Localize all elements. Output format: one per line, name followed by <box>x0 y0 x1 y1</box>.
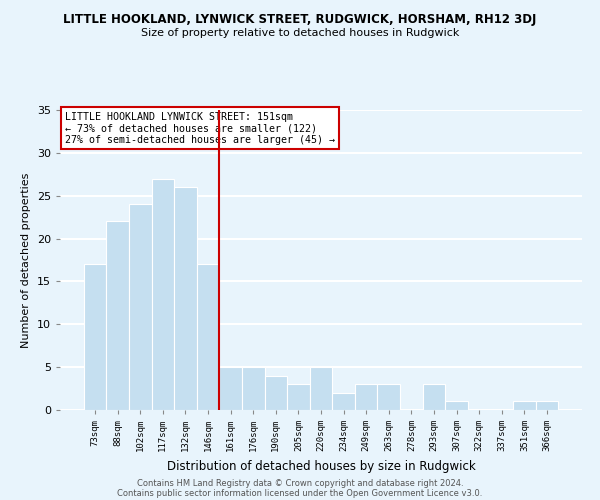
Bar <box>422 384 445 410</box>
Bar <box>84 264 106 410</box>
Bar <box>513 402 536 410</box>
Text: LITTLE HOOKLAND, LYNWICK STREET, RUDGWICK, HORSHAM, RH12 3DJ: LITTLE HOOKLAND, LYNWICK STREET, RUDGWIC… <box>64 12 536 26</box>
Bar <box>445 402 468 410</box>
Bar <box>129 204 152 410</box>
Bar <box>310 367 332 410</box>
Bar <box>377 384 400 410</box>
Bar <box>265 376 287 410</box>
Text: Contains HM Land Registry data © Crown copyright and database right 2024.: Contains HM Land Registry data © Crown c… <box>137 478 463 488</box>
Bar <box>242 367 265 410</box>
X-axis label: Distribution of detached houses by size in Rudgwick: Distribution of detached houses by size … <box>167 460 475 472</box>
Bar <box>220 367 242 410</box>
Bar <box>332 393 355 410</box>
Y-axis label: Number of detached properties: Number of detached properties <box>21 172 31 348</box>
Text: LITTLE HOOKLAND LYNWICK STREET: 151sqm
← 73% of detached houses are smaller (122: LITTLE HOOKLAND LYNWICK STREET: 151sqm ←… <box>65 112 335 144</box>
Text: Contains public sector information licensed under the Open Government Licence v3: Contains public sector information licen… <box>118 488 482 498</box>
Text: Size of property relative to detached houses in Rudgwick: Size of property relative to detached ho… <box>141 28 459 38</box>
Bar <box>355 384 377 410</box>
Bar <box>174 187 197 410</box>
Bar <box>106 222 129 410</box>
Bar <box>287 384 310 410</box>
Bar <box>152 178 174 410</box>
Bar <box>197 264 220 410</box>
Bar <box>536 402 558 410</box>
